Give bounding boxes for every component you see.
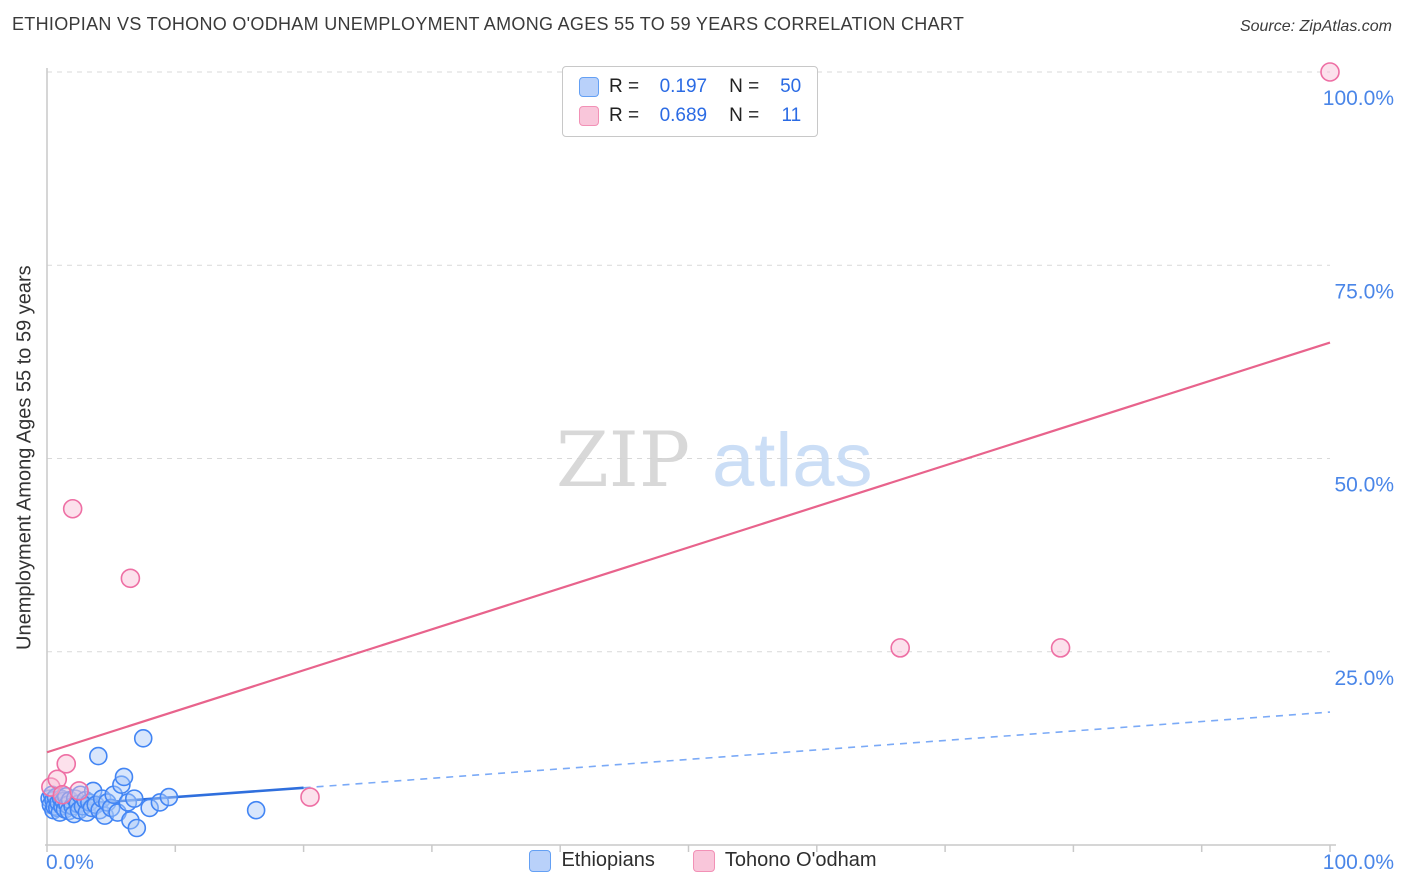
- r-label: R =: [609, 76, 640, 97]
- correlation-stats-box: R = 0.197 N = 50 R = 0.689 N = 11: [562, 66, 819, 137]
- point-tohono[interactable]: [62, 498, 83, 519]
- y-tick-label: 100.0%: [1323, 87, 1394, 110]
- point-ethiopians[interactable]: [150, 793, 170, 812]
- n-label: N =: [729, 76, 760, 97]
- legend-item-ethiopians[interactable]: Ethiopians: [529, 849, 655, 872]
- legend-label: Tohono O'odham: [724, 849, 877, 871]
- point-ethiopians[interactable]: [140, 798, 159, 818]
- n-value-tohono: 11: [781, 105, 802, 126]
- point-tohono[interactable]: [890, 638, 910, 658]
- point-tohono[interactable]: [120, 568, 141, 589]
- y-tick-label: 25.0%: [1334, 667, 1394, 690]
- ethiopians-swatch-icon: [579, 77, 599, 97]
- point-tohono[interactable]: [1050, 638, 1071, 658]
- point-ethiopians[interactable]: [89, 746, 108, 766]
- point-ethiopians[interactable]: [159, 787, 179, 807]
- n-value-ethiopians: 50: [780, 76, 802, 97]
- tohono-swatch-icon: [579, 106, 599, 126]
- point-ethiopians[interactable]: [127, 818, 147, 838]
- watermark-zip: ZIP: [556, 415, 690, 504]
- point-tohono[interactable]: [300, 787, 320, 807]
- chart-title: ETHIOPIAN VS TOHONO O'ODHAM UNEMPLOYMENT…: [12, 14, 965, 34]
- n-label: N =: [729, 105, 760, 126]
- point-ethiopians[interactable]: [124, 789, 144, 808]
- y-tick-label: 50.0%: [1334, 474, 1394, 497]
- x-min-label: 0.0%: [46, 851, 94, 874]
- stats-row-ethiopians: R = 0.197 N = 50: [579, 76, 801, 98]
- r-value-tohono: 0.689: [659, 105, 708, 126]
- watermark-atlas: atlas: [712, 418, 873, 503]
- point-tohono[interactable]: [41, 777, 61, 797]
- legend-item-tohono[interactable]: Tohono O'odham: [692, 849, 877, 872]
- point-ethiopians[interactable]: [133, 729, 153, 748]
- point-ethiopians[interactable]: [114, 767, 134, 787]
- point-tohono[interactable]: [52, 784, 73, 805]
- point-tohono[interactable]: [69, 781, 89, 801]
- chart-legend: Ethiopians Tohono O'odham: [0, 849, 1406, 872]
- trend-line-tohono: [46, 341, 1331, 754]
- stats-row-tohono: R = 0.689 N = 11: [579, 105, 801, 127]
- point-ethiopians[interactable]: [246, 800, 266, 820]
- trend-line-ethiopians-extrapolated: [303, 711, 1331, 789]
- tohono-swatch-icon: [692, 849, 715, 872]
- ethiopians-swatch-icon: [529, 849, 552, 872]
- source-attribution: Source: ZipAtlas.com: [1239, 18, 1392, 35]
- legend-label: Ethiopians: [561, 849, 655, 871]
- r-label: R =: [609, 105, 640, 126]
- point-tohono[interactable]: [56, 754, 77, 774]
- trend-line-ethiopians: [46, 786, 304, 808]
- x-max-label: 100.0%: [1323, 851, 1394, 874]
- point-tohono[interactable]: [1320, 62, 1340, 82]
- y-tick-label: 75.0%: [1334, 280, 1394, 303]
- r-value-ethiopians: 0.197: [659, 76, 708, 97]
